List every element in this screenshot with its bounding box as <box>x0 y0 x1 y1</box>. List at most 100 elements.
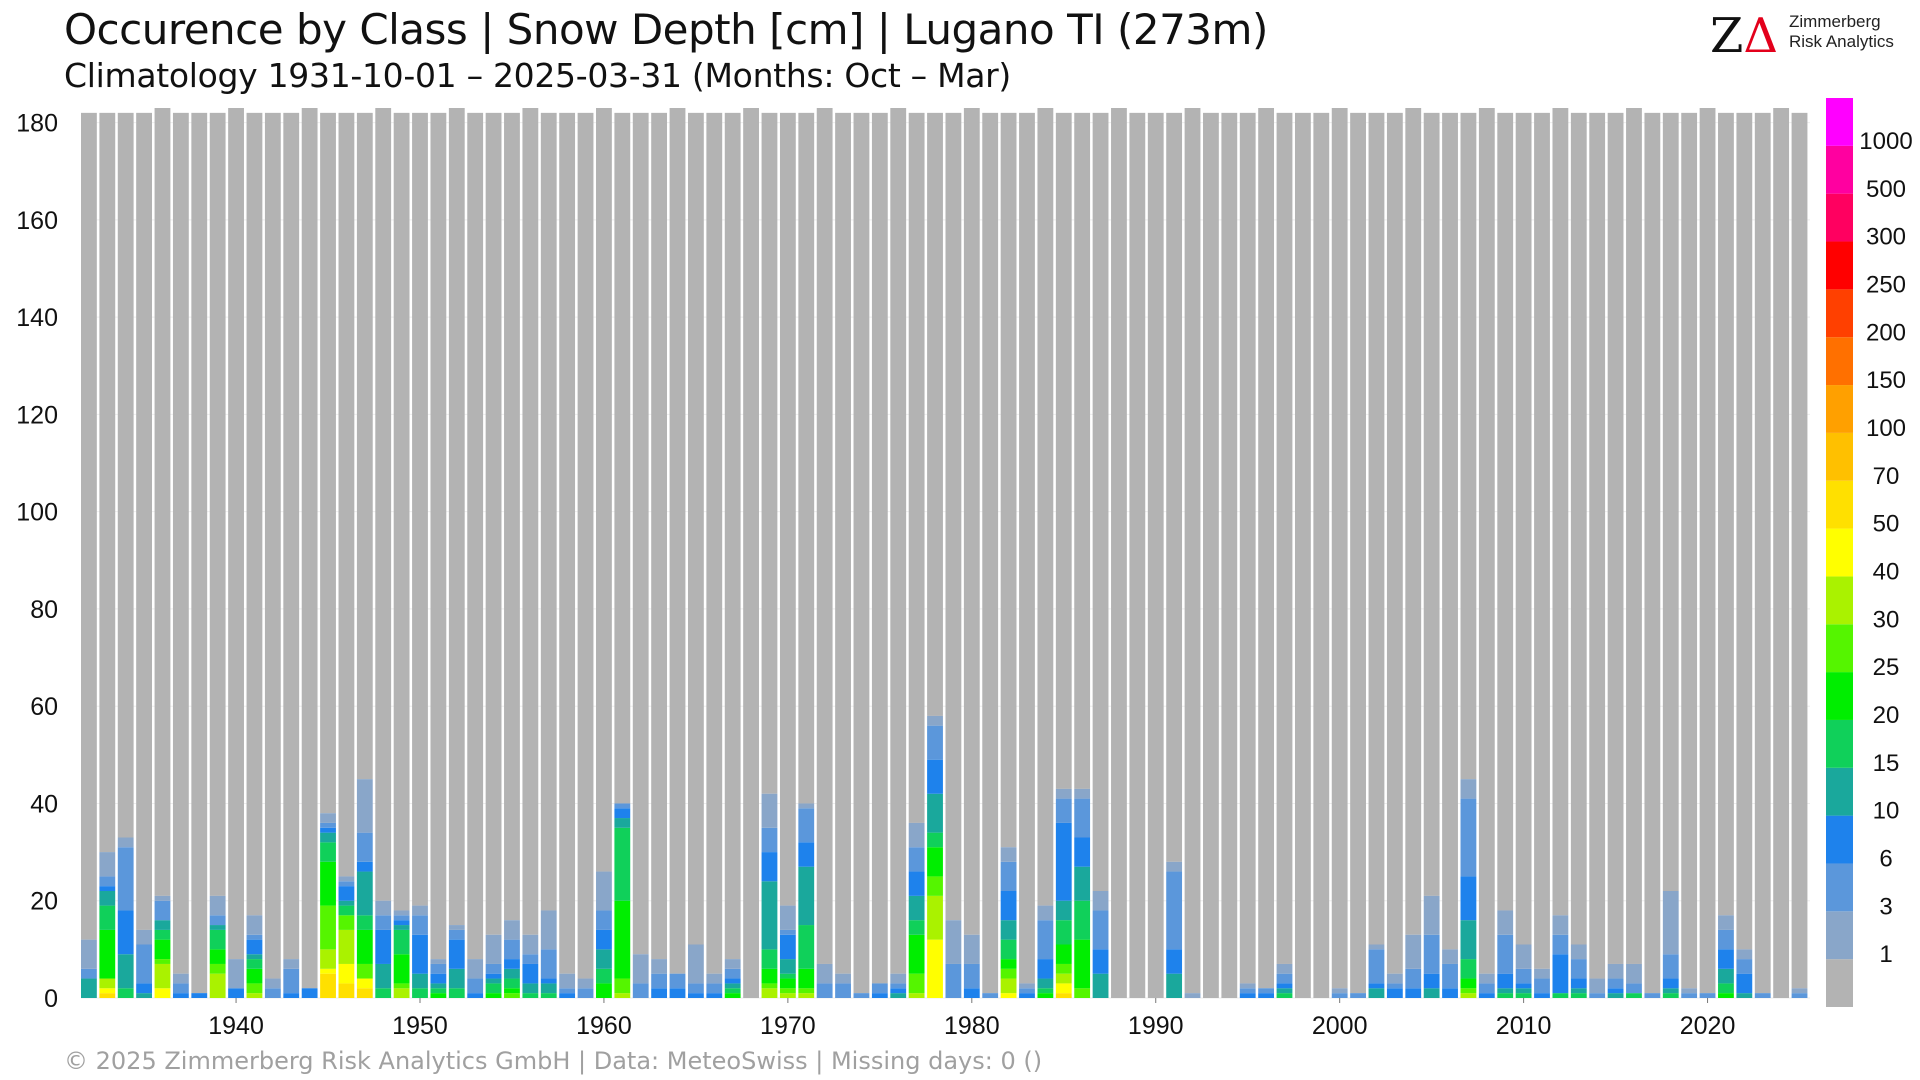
bar-segment-no-snow <box>927 112 943 716</box>
bar-segment-class-15 <box>1718 983 1734 994</box>
bar-segment-class-6 <box>596 929 612 950</box>
bar-segment-class-6 <box>1405 988 1422 998</box>
bar-segment-no-snow <box>1405 108 1422 935</box>
bar-segment-no-snow <box>743 108 759 998</box>
bar-segment-no-snow <box>1331 108 1348 989</box>
bar-segment-no-snow <box>761 112 778 794</box>
bar-segment-class-15 <box>1497 993 1514 998</box>
colorbar-swatch <box>1826 719 1853 768</box>
bar-segment-class-6 <box>871 993 888 998</box>
bar-segment-no-snow <box>320 112 336 814</box>
bar-segment-no-snow <box>412 112 428 906</box>
bar-segment-class-1 <box>1000 847 1017 862</box>
bar-segment-no-snow <box>1515 112 1532 945</box>
bar-segment-class-1 <box>632 954 649 984</box>
y-tick-label: 120 <box>16 401 58 429</box>
bar-segment-class-1 <box>430 959 447 964</box>
bar-segment-class-1 <box>1405 934 1422 969</box>
bar-segment-class-1 <box>1184 993 1201 998</box>
bar-segment-class-25 <box>761 983 778 989</box>
bar-segment-class-1 <box>1331 988 1348 994</box>
bar-segment-class-30 <box>908 993 925 998</box>
colorbar-label: 70 <box>1873 463 1900 490</box>
bar-segment-no-snow <box>908 112 925 823</box>
bar-segment-class-3 <box>779 929 796 935</box>
bar-segment-class-10 <box>614 818 631 828</box>
y-tick-label: 180 <box>16 110 58 138</box>
bar-segment-class-3 <box>1791 993 1808 998</box>
bar-segment-no-snow <box>816 108 833 964</box>
bar-segment-class-6 <box>963 988 980 998</box>
bar-segment-class-1 <box>172 973 189 984</box>
bar-segment-class-6 <box>1607 988 1624 994</box>
bar-segment-class-20 <box>798 968 815 989</box>
bar-segment-no-snow <box>853 112 870 994</box>
bar-segment-class-3 <box>356 832 373 862</box>
bar-segment-class-20 <box>209 949 226 964</box>
bar-segment-class-3 <box>1607 978 1624 989</box>
bar-segment-no-snow <box>1239 112 1256 984</box>
bar-segment-class-6 <box>927 759 943 794</box>
bar-segment-class-20 <box>779 978 796 989</box>
bar-segment-class-10 <box>522 983 539 994</box>
bar-segment-class-10 <box>927 793 943 833</box>
bar-segment-no-snow <box>1147 112 1164 998</box>
bar-segment-class-1 <box>504 920 520 940</box>
bar-segment-class-15 <box>614 827 631 901</box>
bar-segment-class-6 <box>559 993 576 998</box>
bar-segment-class-6 <box>1074 837 1091 867</box>
bar-segment-class-20 <box>154 939 171 960</box>
bar-segment-class-3 <box>908 847 925 872</box>
bar-segment-class-3 <box>1497 934 1514 974</box>
bar-segment-class-30 <box>761 988 778 998</box>
bar-segment-class-6 <box>448 939 465 969</box>
bar-segment-class-1 <box>1515 944 1532 969</box>
bar-segment-no-snow <box>963 108 980 935</box>
bar-segment-class-10 <box>1497 988 1514 994</box>
chart-subtitle: Climatology 1931-10-01 – 2025-03-31 (Mon… <box>64 56 1012 95</box>
bar-segment-class-15 <box>1000 939 1017 960</box>
bar-segment-class-3 <box>798 808 815 843</box>
bar-segment-no-snow <box>559 112 576 974</box>
bar-segment-class-6 <box>890 988 907 994</box>
x-tick-label: 2000 <box>1312 1012 1368 1040</box>
bar-segment-class-1 <box>1019 983 1035 989</box>
bar-segment-class-6 <box>1442 988 1458 998</box>
bar-segment-class-3 <box>1000 861 1017 892</box>
bar-segment-class-3 <box>963 963 980 989</box>
bar-segment-class-20 <box>1000 959 1017 969</box>
bar-segment-class-6 <box>246 939 263 955</box>
x-tick-label: 1990 <box>1128 1012 1184 1040</box>
bar-segment-class-6 <box>1718 949 1734 969</box>
bar-segment-class-20 <box>356 929 373 964</box>
bar-segment-class-3 <box>614 803 631 809</box>
bar-segment-class-3 <box>1258 988 1275 994</box>
bar-segment-class-1 <box>1276 963 1293 974</box>
bar-segment-class-20 <box>1037 993 1054 998</box>
bar-segment-no-snow <box>614 112 631 804</box>
bar-segment-class-6 <box>1552 954 1569 994</box>
bar-segment-class-1 <box>356 779 373 833</box>
bar-segment-class-1 <box>1607 963 1624 979</box>
bar-segment-class-1 <box>338 876 355 882</box>
bar-segment-no-snow <box>871 112 888 984</box>
colorbar-swatch <box>1826 672 1853 720</box>
x-tick-label: 1980 <box>944 1012 1000 1040</box>
bar-segment-class-15 <box>596 968 612 984</box>
bar-segment-no-snow <box>1166 112 1183 862</box>
bar-segment-class-15 <box>430 988 447 994</box>
bar-segment-class-10 <box>1166 973 1183 998</box>
bar-segment-class-1 <box>1055 788 1072 799</box>
bar-segment-class-15 <box>761 949 778 969</box>
bar-segment-class-3 <box>706 983 723 994</box>
bar-segment-class-3 <box>375 915 392 930</box>
colorbar-label: 1000 <box>1859 128 1912 155</box>
bar-segment-class-6 <box>283 993 300 998</box>
bar-segment-class-3 <box>1736 959 1753 974</box>
colorbar-swatch <box>1826 337 1853 386</box>
bar-segment-no-snow <box>1644 112 1661 994</box>
bar-segment-class-15 <box>375 988 392 998</box>
bar-segment-class-3 <box>890 983 907 989</box>
bar-segment-class-15 <box>1552 993 1569 998</box>
bar-segment-class-10 <box>412 973 428 989</box>
